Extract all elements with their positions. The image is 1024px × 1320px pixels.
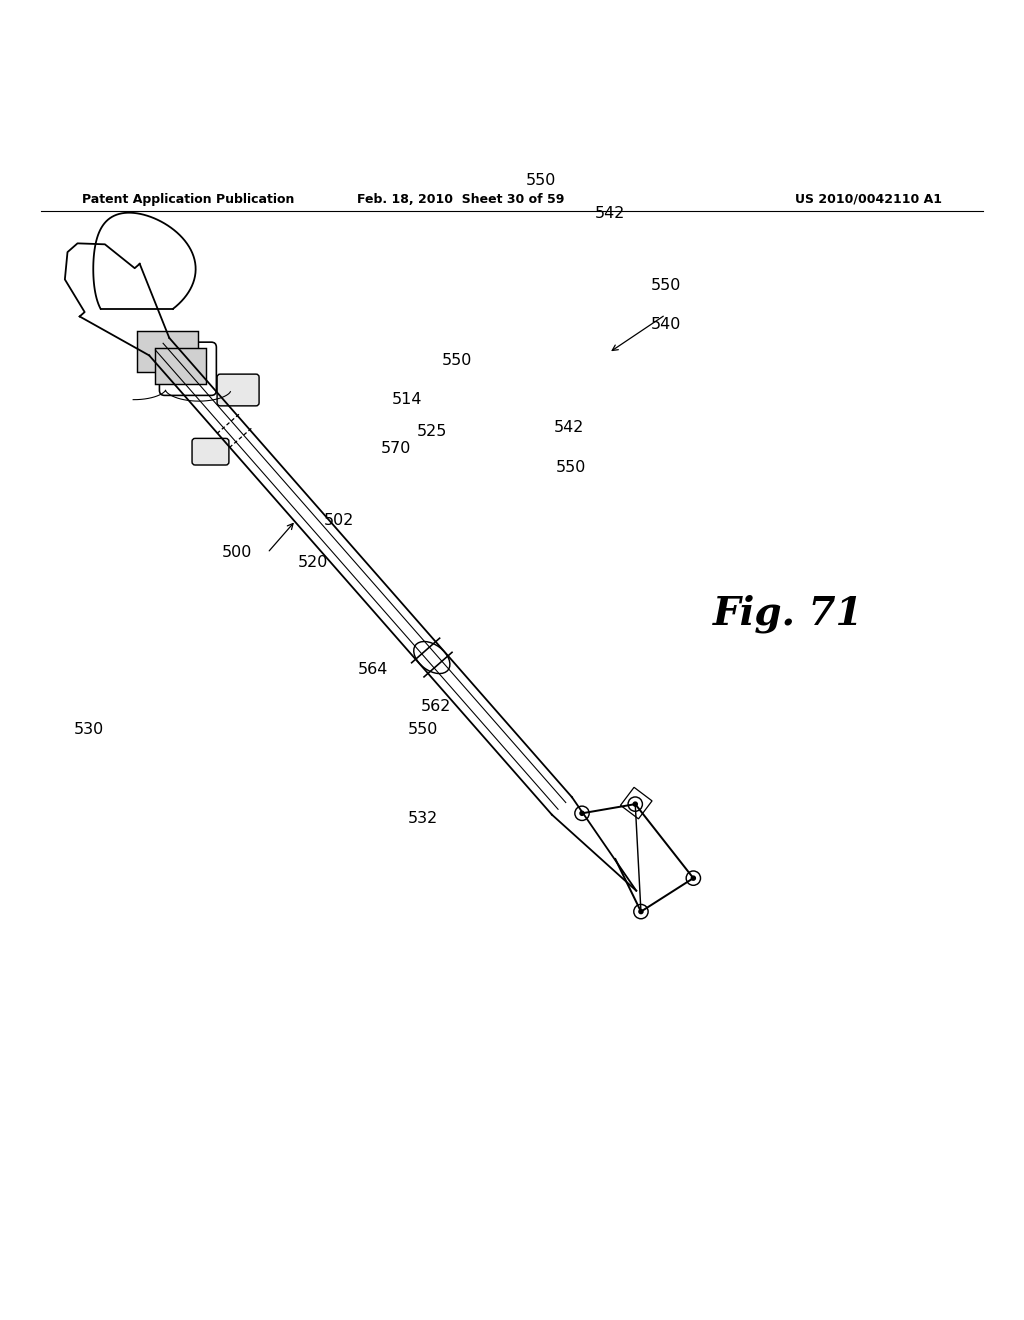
Text: 540: 540	[650, 317, 681, 333]
Circle shape	[633, 803, 637, 807]
Circle shape	[639, 909, 643, 913]
Text: 564: 564	[358, 661, 388, 677]
Text: Patent Application Publication: Patent Application Publication	[82, 193, 294, 206]
Circle shape	[580, 812, 584, 816]
Text: 530: 530	[74, 722, 103, 738]
Text: 502: 502	[324, 513, 354, 528]
Text: 525: 525	[417, 425, 447, 440]
Text: Fig. 71: Fig. 71	[714, 595, 863, 634]
Text: 500: 500	[221, 545, 252, 561]
Bar	[137, 331, 199, 372]
Text: 562: 562	[421, 700, 451, 714]
Text: 542: 542	[595, 206, 625, 220]
FancyBboxPatch shape	[193, 438, 229, 465]
Text: Feb. 18, 2010  Sheet 30 of 59: Feb. 18, 2010 Sheet 30 of 59	[357, 193, 564, 206]
Bar	[621, 787, 652, 818]
Text: 570: 570	[381, 441, 411, 457]
Text: 514: 514	[392, 392, 423, 407]
Text: US 2010/0042110 A1: US 2010/0042110 A1	[795, 193, 942, 206]
Text: 532: 532	[409, 810, 438, 826]
Text: 550: 550	[525, 173, 556, 187]
Text: 550: 550	[556, 459, 587, 475]
Text: 550: 550	[650, 279, 681, 293]
Circle shape	[691, 876, 695, 880]
Text: 520: 520	[298, 554, 328, 570]
FancyBboxPatch shape	[217, 374, 259, 405]
Bar	[155, 348, 206, 384]
Text: 550: 550	[442, 352, 472, 368]
Text: 542: 542	[554, 420, 584, 434]
Text: 550: 550	[409, 722, 438, 738]
